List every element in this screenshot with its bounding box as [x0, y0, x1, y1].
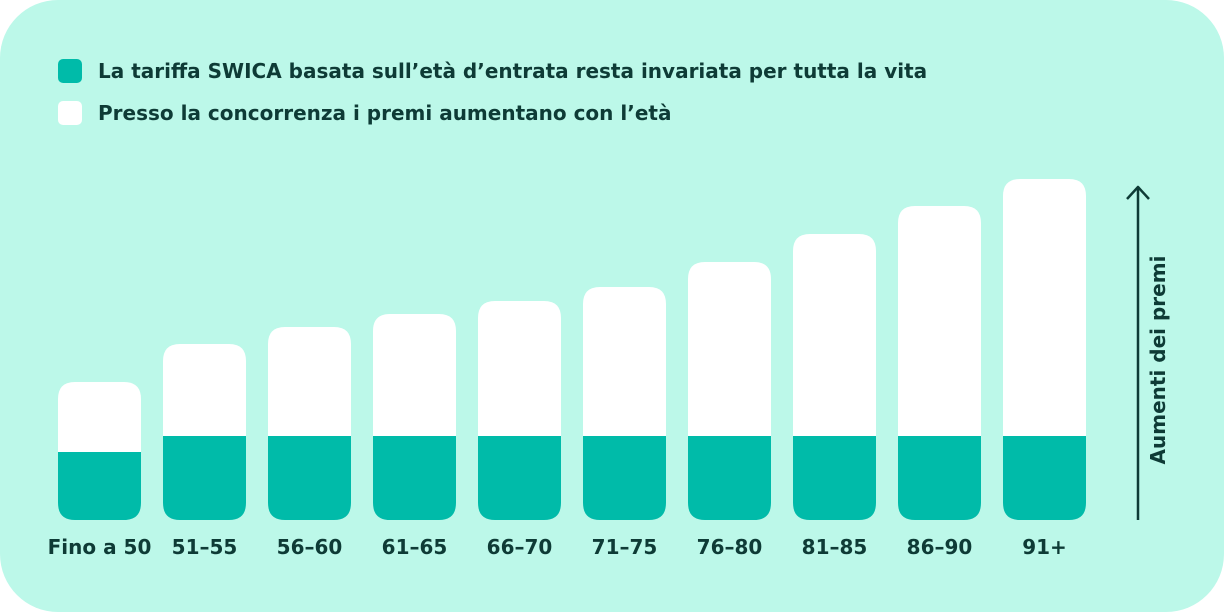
legend-swatch-competition: [58, 101, 82, 125]
x-tick-label: 51–55: [172, 535, 238, 559]
legend-label-swica: La tariffa SWICA basata sull’età d’entra…: [98, 59, 928, 83]
bar-swica: [478, 436, 561, 520]
x-tick-label: 71–75: [592, 535, 658, 559]
y-axis-arrow: [1126, 185, 1150, 520]
bar-swica: [793, 436, 876, 520]
x-tick-labels: Fino a 50 51–55 56–60 61–65 66–70 71–75 76–80 8…: [48, 535, 1067, 559]
x-tick-label: 76–80: [697, 535, 763, 559]
bar-swica: [688, 436, 771, 520]
x-tick-label: 81–85: [802, 535, 868, 559]
x-tick-label: Fino a 50: [48, 535, 152, 559]
x-tick-label: 66–70: [487, 535, 553, 559]
x-tick-label: 56–60: [277, 535, 343, 559]
bar-swica: [1003, 436, 1086, 520]
bar-competition: [1003, 179, 1086, 520]
legend-swatch-swica: [58, 59, 82, 83]
bar-swica: [163, 436, 246, 520]
legend-label-competition: Presso la concorrenza i premi aumentano …: [98, 101, 672, 125]
x-tick-label: 86–90: [907, 535, 973, 559]
arrow-up-icon: [1126, 185, 1150, 200]
x-tick-label: 91+: [1022, 535, 1067, 559]
bar-swica: [583, 436, 666, 520]
bars-group: [58, 179, 1086, 520]
legend-item-swica: La tariffa SWICA basata sull’età d’entra…: [58, 59, 927, 83]
y-axis-label: Aumenti dei premi: [1146, 256, 1170, 465]
bar-swica: [268, 436, 351, 520]
bar-swica: [898, 436, 981, 520]
bar-swica: [373, 436, 456, 520]
x-tick-label: 61–65: [382, 535, 448, 559]
legend-item-competition: Presso la concorrenza i premi aumentano …: [58, 101, 671, 125]
bar-swica: [58, 452, 141, 520]
